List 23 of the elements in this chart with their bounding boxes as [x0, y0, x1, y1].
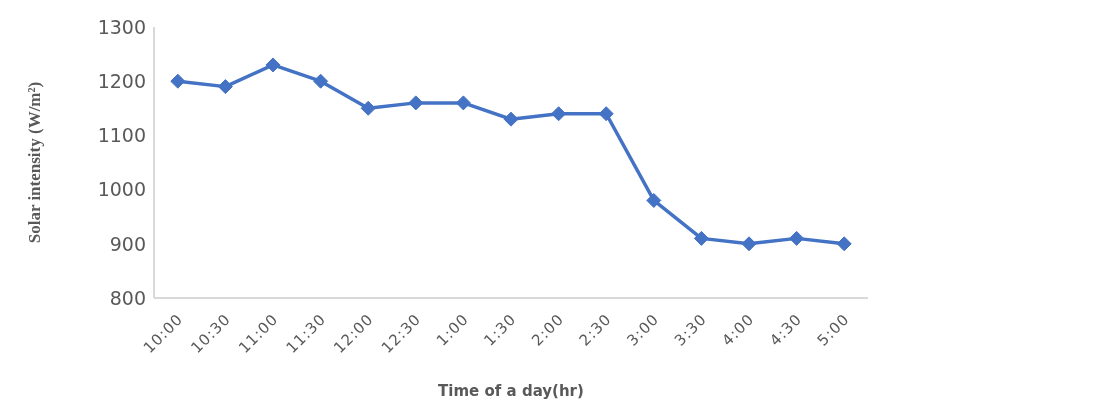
point [551, 106, 567, 122]
point [741, 236, 757, 252]
y-tick-label: 1000 [97, 178, 146, 201]
y-tick-label: 1300 [97, 15, 146, 38]
y-tick-label: 800 [109, 286, 146, 309]
point [313, 73, 329, 89]
x-axis-title: Time of a day(hr) [438, 382, 584, 400]
point [646, 192, 662, 208]
point [217, 79, 233, 95]
y-tick-label: 900 [109, 232, 146, 255]
point [789, 230, 805, 246]
point [598, 106, 614, 122]
point [455, 95, 471, 111]
point [265, 57, 281, 73]
point [170, 73, 186, 89]
point [693, 230, 709, 246]
point [503, 111, 519, 127]
point [408, 95, 424, 111]
y-tick-label: 1100 [97, 124, 146, 147]
point [360, 100, 376, 116]
y-tick-label: 1200 [97, 69, 146, 92]
point [836, 236, 852, 252]
y-axis-title: Solar intensity (W/m²) [25, 81, 44, 244]
